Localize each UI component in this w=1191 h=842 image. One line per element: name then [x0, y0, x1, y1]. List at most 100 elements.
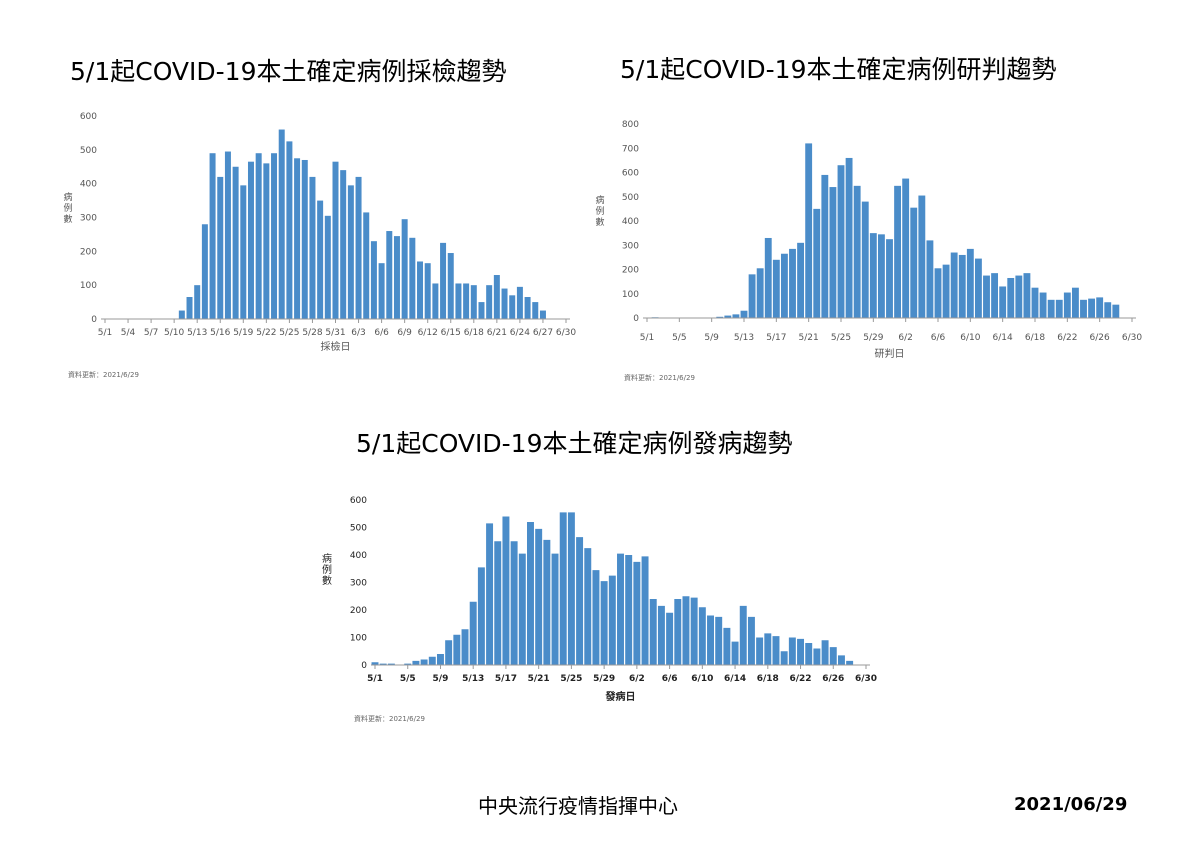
bar [837, 165, 845, 318]
y-tick-label: 200 [80, 247, 97, 257]
x-tick-label: 5/1 [367, 674, 383, 684]
x-tick-label: 6/22 [1057, 333, 1077, 343]
y-tick-label: 400 [350, 551, 367, 561]
chart-title-onset: 5/1起COVID-19本土確定病例發病趨勢 [356, 429, 793, 458]
bar [510, 541, 518, 665]
bar [1007, 277, 1015, 318]
y-tick-label: 800 [622, 120, 639, 130]
x-tick-label: 6/6 [662, 674, 678, 684]
y-tick-label: 400 [622, 217, 639, 227]
y-tick-label: 300 [622, 241, 639, 251]
bar [723, 627, 731, 665]
y-tick-label: 0 [91, 315, 97, 325]
bar [436, 654, 444, 665]
bar [772, 259, 780, 318]
bar [424, 263, 431, 319]
bar [539, 310, 546, 319]
x-tick-label: 6/12 [418, 328, 438, 338]
bar [918, 195, 926, 318]
bar [240, 185, 247, 319]
bar [732, 314, 740, 318]
bar [829, 187, 837, 318]
bar [869, 233, 877, 318]
x-tick-label: 5/22 [256, 328, 276, 338]
bar [902, 178, 910, 318]
bar [469, 601, 477, 665]
bar [409, 237, 416, 319]
bar [756, 268, 764, 318]
bar [886, 239, 893, 318]
bar [209, 153, 216, 319]
bar [201, 224, 208, 319]
bar [716, 316, 724, 318]
bar [428, 656, 436, 665]
x-tick-label: 5/29 [863, 333, 883, 343]
bar [543, 539, 551, 665]
bar [447, 253, 454, 319]
bar [486, 523, 494, 665]
bar [186, 297, 193, 319]
bar [625, 555, 633, 665]
bar [707, 615, 714, 665]
bar [698, 607, 706, 665]
chart-title-diagnosis: 5/1起COVID-19本土確定病例研判趨勢 [620, 55, 1057, 84]
y-tick-label: 100 [350, 634, 367, 644]
bar [690, 597, 698, 665]
bar [657, 605, 665, 665]
bar [805, 143, 813, 318]
bar [178, 310, 185, 319]
x-tick-label: 5/25 [279, 328, 299, 338]
bar [853, 185, 861, 318]
x-tick-label: 5/25 [560, 674, 582, 684]
bar [224, 151, 231, 319]
bar [829, 647, 837, 665]
bar [999, 286, 1007, 318]
x-axis-title: 發病日 [605, 690, 636, 703]
bar [592, 570, 600, 665]
bar [861, 201, 869, 318]
x-tick-label: 6/14 [993, 333, 1013, 343]
bar [617, 553, 624, 665]
bar [309, 176, 316, 319]
y-tick-label: 300 [80, 214, 97, 224]
bar [527, 522, 534, 665]
bar [494, 541, 502, 665]
bar [324, 215, 331, 319]
y-tick-label: 500 [622, 193, 639, 203]
x-tick-label: 6/26 [822, 674, 844, 684]
bar [393, 236, 400, 319]
bar [584, 548, 592, 665]
bar [877, 234, 885, 318]
bar [493, 275, 500, 319]
bar [551, 553, 559, 665]
bar [440, 242, 447, 319]
bar [463, 283, 470, 319]
x-tick-label: 6/10 [960, 333, 980, 343]
x-tick-label: 5/16 [210, 328, 230, 338]
bar [559, 512, 567, 665]
y-tick-label: 600 [622, 169, 639, 179]
bar [217, 176, 224, 319]
bar [805, 643, 813, 665]
bar [608, 575, 616, 665]
x-tick-label: 6/6 [374, 328, 389, 338]
bar [232, 166, 239, 319]
bar [821, 640, 829, 665]
bar [788, 637, 796, 665]
bar [789, 248, 796, 318]
x-tick-label: 6/30 [1122, 333, 1142, 343]
bar [942, 264, 950, 318]
bar [247, 161, 254, 319]
bar [764, 633, 772, 665]
bar [401, 219, 408, 319]
bar [524, 297, 531, 319]
y-tick-label: 100 [80, 281, 97, 291]
bar [1096, 297, 1104, 318]
bar [837, 655, 845, 665]
bar [1071, 287, 1079, 318]
x-tick-label: 6/30 [855, 674, 877, 684]
bar [263, 163, 270, 319]
y-tick-label: 700 [622, 144, 639, 154]
bar [974, 258, 982, 318]
bar [1047, 299, 1055, 318]
